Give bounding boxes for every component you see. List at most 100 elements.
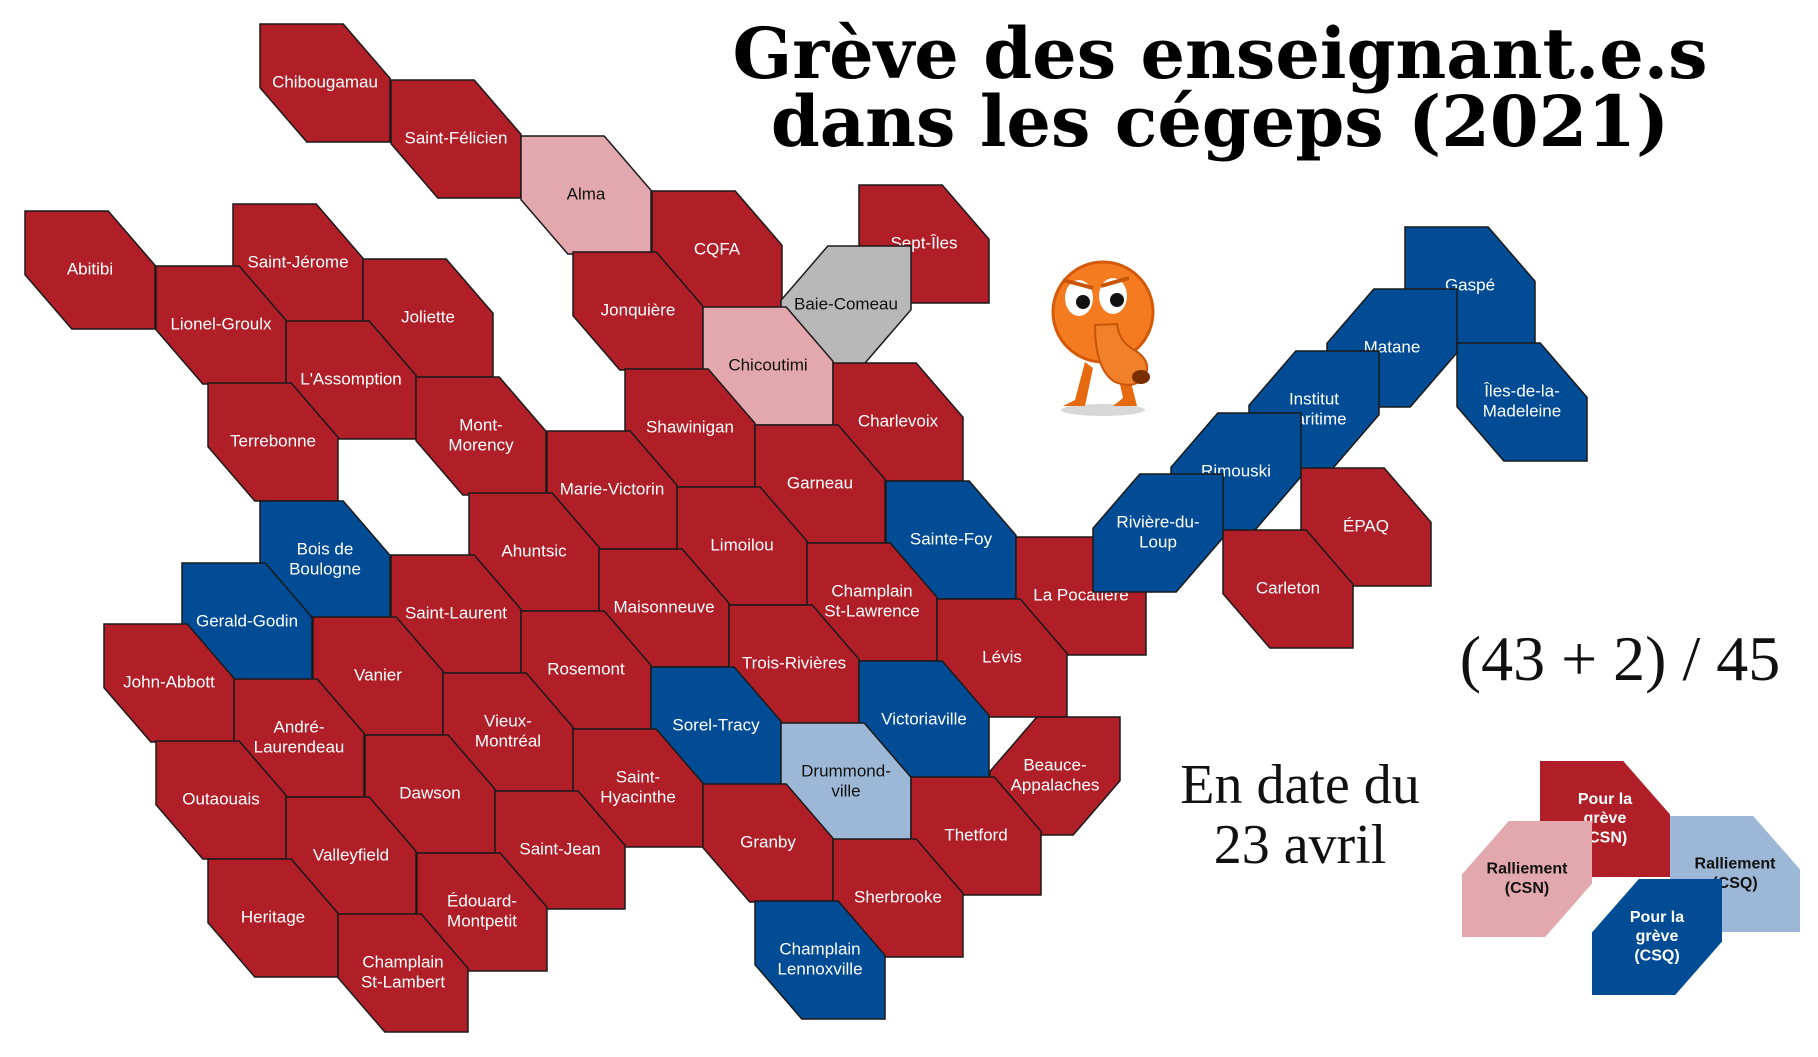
cegep-tile-iles-de-la-madeleine: Îles-de-la- Madeleine: [1456, 342, 1588, 462]
cegep-label: Vieux-: [484, 711, 532, 730]
cegep-label: Baie-Comeau: [794, 294, 898, 313]
cegep-label: Joliette: [401, 307, 455, 326]
cegep-tile-gerald-godin: Gerald-Godin: [181, 562, 313, 682]
cegep-label: Outaouais: [182, 789, 260, 808]
cegep-hex: [754, 900, 886, 1020]
cegep-label: Carleton: [1256, 578, 1320, 597]
cegep-tile-l-assomption: L'Assomption: [285, 320, 417, 440]
cegep-label: Alma: [567, 184, 606, 203]
title-line-2: dans les cégeps (2021): [770, 80, 1670, 163]
legend-label: Pour la: [1578, 791, 1632, 808]
cegep-label: Chicoutimi: [728, 355, 807, 374]
cegep-tile-maisonneuve: Maisonneuve: [598, 548, 730, 668]
cegep-tile-terrebonne: Terrebonne: [207, 382, 339, 502]
cegep-label: ville: [831, 782, 860, 801]
cegep-label: Lionel-Groulx: [170, 314, 272, 333]
cegep-tile-abitibi: Abitibi: [24, 210, 156, 330]
cegep-tile-john-abbott: John-Abbott: [103, 623, 235, 743]
cegep-label: Mont-: [459, 415, 502, 434]
cegep-label: John-Abbott: [123, 672, 215, 691]
legend-label: (CSN): [1583, 829, 1627, 846]
cegep-label: Vanier: [354, 665, 402, 684]
cegep-label: Hyacinthe: [600, 788, 676, 807]
cegep-label: Trois-Rivières: [742, 653, 846, 672]
cegep-label: Saint-: [616, 767, 660, 786]
strike-tally: (43 + 2) / 45: [1459, 623, 1781, 694]
cegep-tile-mont-morency: Mont- Morency: [415, 376, 547, 496]
cegep-label: André-: [273, 717, 324, 736]
cegep-label: Rosemont: [547, 659, 625, 678]
cegep-label: Lévis: [982, 647, 1022, 666]
cegep-label: Îles-de-la-: [1483, 381, 1560, 400]
legend-label: (CSQ): [1712, 875, 1757, 892]
legend-label: Ralliement: [1695, 856, 1777, 873]
cegep-tile-chibougamau: Chibougamau: [259, 23, 391, 143]
legend-label: (CSN): [1505, 880, 1549, 897]
cegep-label: Lennoxville: [777, 960, 862, 979]
legend-swatch: [1592, 879, 1722, 995]
cegep-label: Heritage: [241, 907, 305, 926]
cegep-label: Montpetit: [447, 912, 517, 931]
cegep-tile-alma: Alma: [520, 135, 652, 255]
cegep-label: Édouard-: [447, 891, 517, 910]
cegep-hex: [989, 716, 1121, 836]
cegep-tile-champlain-st-lawrence: Champlain St-Lawrence: [806, 542, 938, 662]
cegep-label: CQFA: [694, 239, 741, 258]
cegep-label: Saint-Laurent: [405, 603, 507, 622]
cegep-label: Bois de: [297, 539, 354, 558]
cegep-tile-limoilou: Limoilou: [676, 486, 808, 606]
cegep-label: Chibougamau: [272, 72, 378, 91]
cegep-label: ÉPAQ: [1343, 516, 1389, 535]
cegep-hex: [24, 210, 156, 330]
legend-item-pour-la-greve-csq: Pour la grève (CSQ): [1592, 879, 1722, 995]
date-line-2: 23 avril: [1213, 814, 1387, 876]
cegep-tile-joliette: Joliette: [362, 258, 494, 378]
cegep-label: Thetford: [944, 825, 1007, 844]
legend-swatch: [1462, 821, 1592, 937]
cegep-label: Loup: [1139, 533, 1177, 552]
cegep-label: Sainte-Foy: [910, 529, 993, 548]
cegep-label: Laurendeau: [254, 738, 345, 757]
cegep-label: Charlevoix: [858, 411, 939, 430]
cegep-tile-victoriaville: Victoriaville: [858, 660, 990, 780]
cegep-tile-andre-laurendeau: André- Laurendeau: [233, 678, 365, 798]
date-label: En date du 23 avril: [1130, 755, 1470, 875]
cegep-tile-beauce-appalaches: Beauce- Appalaches: [989, 716, 1121, 836]
legend-label: grève: [1584, 810, 1627, 827]
cegep-label: Champlain: [779, 939, 860, 958]
cegep-label: Ahuntsic: [501, 541, 567, 560]
page-title: Grève des enseignant.e.s dans les cégeps…: [720, 19, 1720, 163]
cegep-label: Champlain: [831, 581, 912, 600]
cegep-label: Sherbrooke: [854, 887, 942, 906]
cegep-label: Saint-Félicien: [405, 128, 508, 147]
cegep-hex: [1222, 529, 1354, 649]
cegep-label: L'Assomption: [300, 369, 402, 388]
cegep-tile-riviere-du-loup: Rivière-du- Loup: [1092, 473, 1224, 593]
cegep-tile-saint-hyacinthe: Saint- Hyacinthe: [572, 728, 704, 848]
cegep-label: Rivière-du-: [1116, 512, 1199, 531]
cegep-label: Limoilou: [710, 535, 773, 554]
cegep-hex: [1456, 342, 1588, 462]
orange-creature-mascot-icon: [1051, 260, 1155, 416]
cegep-label: Dawson: [399, 783, 460, 802]
cegep-hex: [259, 23, 391, 143]
cegep-tile-thetford: Thetford: [910, 776, 1042, 896]
cegep-label: Gerald-Godin: [196, 611, 298, 630]
cegep-label: Marie-Victorin: [560, 479, 665, 498]
cegep-tile-champlain-lennoxville: Champlain Lennoxville: [754, 900, 886, 1020]
cegep-label: St-Lawrence: [824, 602, 919, 621]
cegep-tile-saint-jerome: Saint-Jérome: [232, 203, 364, 323]
cegep-label: Drummond-: [801, 761, 891, 780]
legend-item-ralliement-csn: Ralliement (CSN): [1462, 821, 1592, 937]
cegep-hex: [337, 913, 469, 1033]
cegep-label: Granby: [740, 832, 796, 851]
cegep-label: St-Lambert: [361, 973, 445, 992]
cegep-tile-vieux-montreal: Vieux- Montréal: [442, 672, 574, 792]
cegep-label: Abitibi: [67, 259, 113, 278]
cegep-label: Valleyfield: [313, 845, 389, 864]
cegep-tile-edouard-montpetit: Édouard- Montpetit: [416, 852, 548, 972]
legend-label: (CSQ): [1634, 947, 1679, 964]
cegep-label: Jonquière: [601, 300, 676, 319]
cegep-tile-saint-felicien: Saint-Félicien: [390, 79, 522, 199]
cegep-label: Victoriaville: [881, 709, 967, 728]
